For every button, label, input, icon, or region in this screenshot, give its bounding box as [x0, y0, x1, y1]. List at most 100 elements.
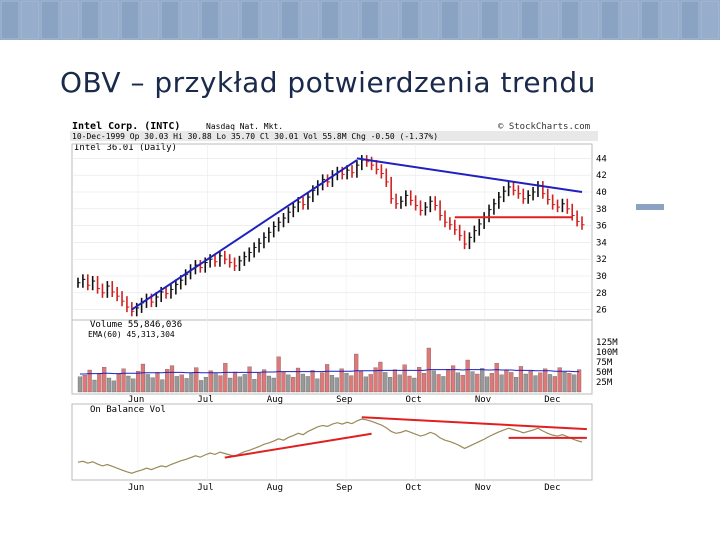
top-bar-tile	[260, 0, 280, 40]
volume-bar	[82, 375, 87, 393]
top-bar-tile	[380, 0, 400, 40]
volume-bar	[407, 375, 412, 393]
volume-bar	[203, 377, 209, 393]
volume-bar	[417, 367, 422, 393]
volume-bar	[494, 363, 499, 393]
volume-bar	[150, 377, 155, 393]
month-tick-label-bottom: Oct	[406, 483, 422, 492]
volume-bar	[223, 363, 228, 393]
month-tick-label: Jul	[197, 395, 213, 405]
top-bar-tile	[40, 0, 60, 40]
volume-panel-frame	[71, 319, 593, 395]
volume-bar	[242, 374, 247, 393]
volume-bar	[514, 377, 519, 393]
volume-bar	[165, 369, 170, 393]
price-tick-label: 28	[596, 289, 607, 299]
volume-bar	[232, 371, 238, 393]
volume-bar	[136, 371, 141, 393]
volume-bar	[325, 364, 330, 393]
volume-bar	[402, 364, 407, 393]
volume-bar	[199, 380, 204, 393]
month-tick-label: Dec	[544, 395, 560, 405]
top-bar-tile	[80, 0, 100, 40]
volume-bar	[310, 370, 315, 393]
top-bar-tile	[480, 0, 500, 40]
month-tick-label: Jun	[128, 395, 144, 405]
volume-bar	[470, 371, 475, 393]
price-tick-label: 32	[596, 255, 607, 265]
volume-bar	[92, 379, 97, 393]
month-tick-label: Aug	[267, 395, 283, 405]
obv-uptrend-line	[224, 432, 372, 459]
volume-bar	[291, 377, 296, 393]
volume-bar	[577, 369, 582, 393]
obv-line	[77, 418, 583, 474]
price-uptrend-line	[131, 159, 358, 311]
volume-tick-label: 100M	[596, 348, 618, 358]
month-tick-label-bottom: Jul	[197, 483, 213, 492]
volume-bar	[257, 373, 262, 393]
top-bar-tile	[140, 0, 160, 40]
volume-bar	[349, 375, 354, 393]
volume-bar	[543, 368, 548, 393]
volume-bar	[131, 378, 136, 393]
volume-tick-label: 75M	[596, 358, 613, 368]
top-bar-tile	[520, 0, 540, 40]
volume-bar	[499, 374, 504, 393]
volume-bar	[145, 374, 150, 393]
top-bar-tile	[220, 0, 240, 40]
obv-downtrend-line	[361, 416, 587, 431]
volume-bar	[388, 377, 393, 393]
quote-line-background	[70, 131, 598, 141]
top-bar-tile	[700, 0, 720, 40]
price-tick-label: 40	[596, 188, 607, 198]
volume-bar	[194, 367, 199, 393]
volume-bar	[562, 371, 567, 393]
volume-bar	[441, 376, 446, 393]
volume-bar	[315, 378, 320, 393]
top-bar-tile	[540, 0, 560, 40]
volume-bar	[572, 374, 577, 393]
month-tick-label-bottom: Sep	[336, 483, 352, 492]
volume-bar	[247, 366, 252, 393]
top-bar-tile	[320, 0, 340, 40]
volume-bar	[533, 375, 538, 393]
volume-bar	[431, 370, 436, 393]
volume-bar	[218, 375, 223, 393]
volume-bar	[373, 367, 378, 393]
volume-bar	[140, 363, 146, 393]
volume-bar	[106, 377, 112, 393]
volume-bar	[368, 374, 373, 393]
volume-bar	[358, 371, 364, 393]
decorative-accent-bar	[636, 204, 664, 210]
volume-bar	[300, 373, 305, 393]
volume-bar	[87, 369, 92, 393]
volume-tick-label: 25M	[596, 378, 613, 388]
volume-bar	[179, 374, 184, 393]
top-bar-tile	[200, 0, 220, 40]
top-bar-tile	[300, 0, 320, 40]
volume-bar	[378, 361, 383, 393]
volume-bar	[455, 372, 461, 393]
volume-bar	[228, 377, 233, 393]
volume-bar	[286, 374, 291, 393]
slide-title: OBV – przykład potwierdzenia trendu	[60, 66, 596, 99]
volume-tick-label: 50M	[596, 368, 613, 378]
volume-bar	[436, 374, 441, 393]
top-bar-tile	[680, 0, 700, 40]
volume-bar	[174, 376, 179, 393]
volume-bar	[354, 353, 359, 393]
volume-bar	[484, 376, 490, 393]
volume-bar	[334, 377, 339, 393]
top-bar-tile	[600, 0, 620, 40]
volume-bar	[77, 376, 83, 393]
top-bar-tile	[180, 0, 200, 40]
volume-bar	[412, 377, 417, 393]
month-tick-label-bottom: Nov	[475, 483, 491, 492]
volume-bar	[237, 376, 242, 393]
volume-bar	[451, 365, 456, 393]
volume-bar	[538, 372, 543, 393]
volume-bar	[523, 373, 528, 393]
volume-bar	[509, 372, 514, 393]
chart-svg: Intel Corp. (INTC) Nasdaq Nat. Mkt. © St…	[70, 121, 618, 493]
